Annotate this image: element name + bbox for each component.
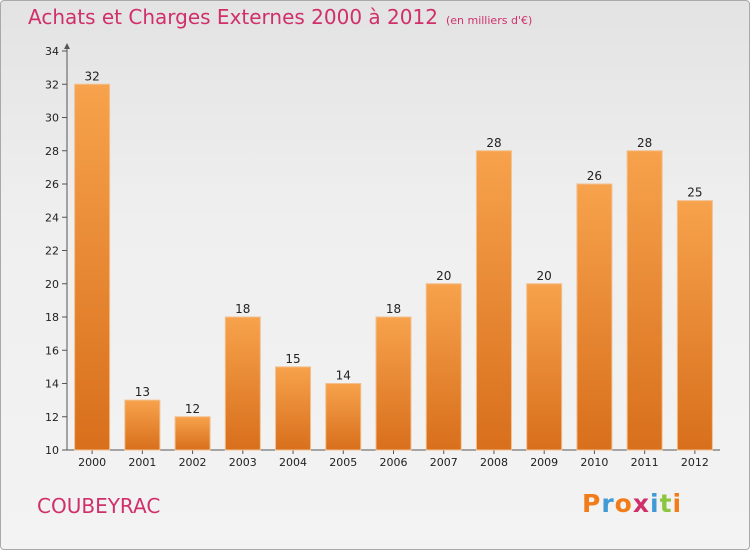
bar-2006 [375, 316, 412, 451]
y-tick-label: 26 [45, 178, 59, 191]
data-label-2004: 15 [285, 352, 300, 366]
y-tick-label: 34 [45, 45, 59, 58]
x-tick-label: 2012 [681, 456, 709, 469]
bar-2011 [626, 150, 663, 451]
bar-2004 [275, 366, 312, 451]
y-axis-arrow [64, 43, 70, 49]
x-tick-label: 2008 [480, 456, 508, 469]
data-label-2009: 20 [537, 269, 552, 283]
bars-group: 32 13 12 18 15 14 18 20 28 20 26 28 25 [74, 69, 713, 451]
bar-2008 [475, 150, 512, 451]
y-tick-label: 12 [45, 411, 59, 424]
y-tick-label: 22 [45, 245, 59, 258]
x-tick-label: 2009 [530, 456, 558, 469]
bar-2002 [174, 416, 211, 451]
y-tick-label: 20 [45, 278, 59, 291]
bar-2003 [224, 316, 261, 451]
bar-2000 [74, 83, 111, 451]
y-tick-label: 28 [45, 145, 59, 158]
city-name: COUBEYRAC [37, 494, 161, 518]
y-tick-label: 16 [45, 344, 59, 357]
data-label-2005: 14 [336, 369, 351, 383]
y-tick-label: 24 [45, 211, 59, 224]
chart-title-text: Achats et Charges Externes 2000 à 2012 [28, 5, 438, 29]
data-label-2007: 20 [436, 269, 451, 283]
x-tick-label: 2002 [179, 456, 207, 469]
data-label-2010: 26 [587, 169, 602, 183]
x-tick-label: 2007 [430, 456, 458, 469]
x-tick-label: 2004 [279, 456, 307, 469]
logo-letter: o [614, 489, 633, 518]
x-tick-label: 2006 [380, 456, 408, 469]
y-tick-label: 14 [45, 378, 59, 391]
x-tick-label: 2001 [128, 456, 156, 469]
logo-letter: i [672, 489, 683, 518]
x-tick-label: 2005 [329, 456, 357, 469]
bar-2012 [676, 200, 713, 451]
logo-letter: r [601, 489, 615, 518]
data-label-2000: 32 [84, 69, 99, 83]
y-tick-label: 18 [45, 311, 59, 324]
y-tick-label: 10 [45, 444, 59, 457]
chart-title: Achats et Charges Externes 2000 à 2012 (e… [28, 5, 532, 29]
logo-letter: P [582, 489, 602, 518]
x-tick-label: 2003 [229, 456, 257, 469]
data-label-2011: 28 [637, 136, 652, 150]
y-tick-label: 32 [45, 78, 59, 91]
proxiti-logo: Proxiti [582, 489, 682, 518]
data-label-2001: 13 [135, 385, 150, 399]
y-tick-label: 30 [45, 112, 59, 125]
logo-letter: x [632, 489, 650, 518]
data-label-2003: 18 [235, 302, 250, 316]
bar-2005 [325, 383, 362, 451]
bar-2010 [576, 183, 613, 451]
logo-letter: t [659, 489, 673, 518]
bar-2009 [526, 283, 563, 451]
chart-subtitle: (en milliers d'€) [445, 14, 533, 27]
data-label-2008: 28 [486, 136, 501, 150]
logo-letter: i [650, 489, 660, 518]
data-label-2006: 18 [386, 302, 401, 316]
bar-2007 [425, 283, 462, 451]
data-label-2012: 25 [687, 186, 702, 200]
bar-2001 [124, 399, 161, 451]
x-tick-label: 2000 [78, 456, 106, 469]
data-label-2002: 12 [185, 402, 200, 416]
x-tick-label: 2011 [631, 456, 659, 469]
x-tick-label: 2010 [580, 456, 608, 469]
